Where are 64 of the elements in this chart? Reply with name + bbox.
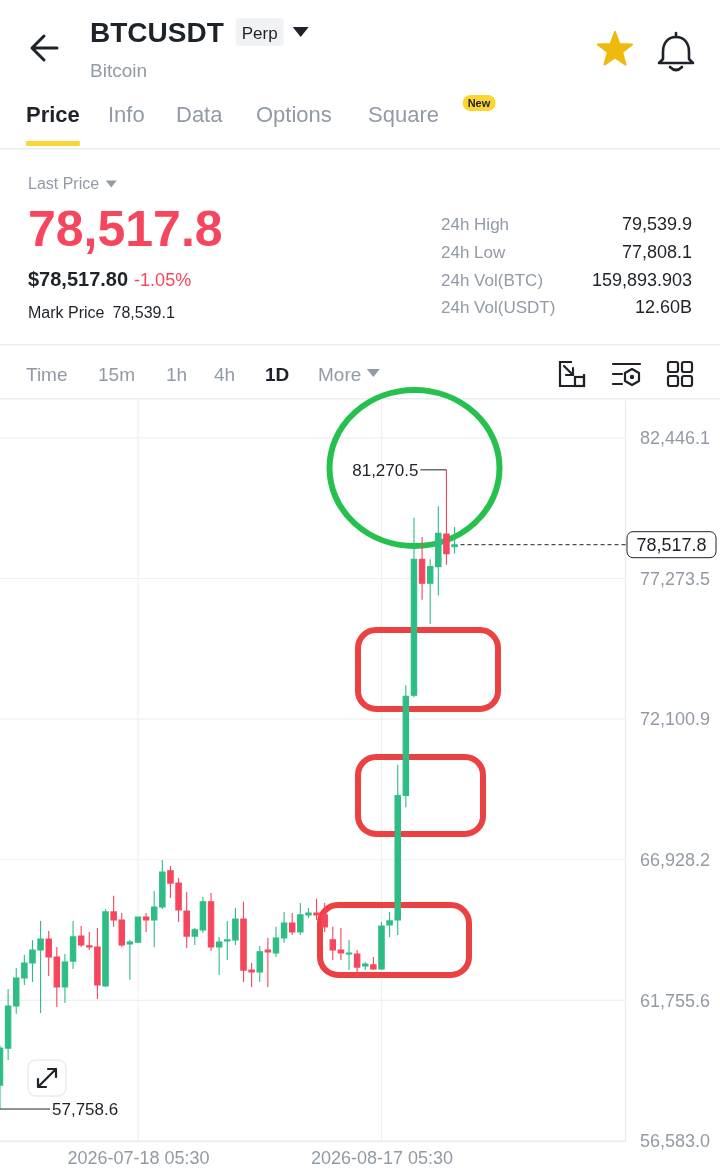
y-tick-label: 56,583.0	[639, 1131, 710, 1152]
text: Info	[108, 102, 145, 127]
candlestick	[362, 961, 369, 971]
text: 79,539.9	[621, 214, 692, 234]
candlestick	[418, 536, 426, 601]
text: Price	[26, 102, 80, 127]
candlestick	[102, 908, 109, 988]
x-tick-label: 2026-07-18 05:30	[67, 1147, 210, 1168]
candlestick	[191, 927, 199, 946]
annotation: 81,270.5	[352, 460, 419, 480]
candlestick	[142, 912, 150, 933]
candlestick	[4, 988, 12, 1061]
annotation: 57,758.6	[52, 1100, 119, 1120]
candlestick	[288, 912, 296, 936]
y-tick-label: 72,100.9	[639, 709, 710, 730]
text: 1h	[166, 364, 188, 385]
candlestick	[69, 920, 77, 970]
candlestick	[370, 956, 377, 971]
text: Last Price	[28, 175, 100, 192]
candlestick	[443, 469, 450, 566]
candlestick	[329, 926, 337, 961]
candlestick	[353, 949, 361, 979]
text: $78,517.80	[28, 268, 129, 290]
ref-line-label: 78,517.8	[636, 534, 707, 555]
y-tick-label: 66,928.2	[639, 850, 710, 871]
text: 24h Low	[441, 243, 506, 262]
candlestick	[207, 892, 215, 952]
text: 159,893.903	[591, 270, 692, 290]
text: 12.60B	[634, 297, 692, 317]
text: New	[467, 97, 491, 109]
text: 4h	[214, 364, 236, 385]
text: Mark Price	[28, 304, 105, 321]
text: Options	[256, 102, 332, 127]
text: Data	[176, 102, 224, 127]
candlestick	[199, 896, 207, 934]
text: 1D	[265, 364, 290, 385]
text: 24h High	[441, 215, 510, 234]
text: Time	[26, 364, 68, 385]
text: 78,539.1	[112, 304, 175, 321]
chart-subtitle: Bitcoin	[90, 60, 148, 81]
y-tick-label: 77,273.5	[639, 568, 710, 589]
text: 24h Vol(BTC)	[441, 271, 544, 290]
text: Square	[368, 102, 439, 127]
candlestick	[345, 939, 353, 971]
chart-title: BTCUSDT	[90, 17, 224, 48]
candlestick	[451, 526, 458, 555]
candlestick	[280, 911, 288, 944]
text: 77,808.1	[621, 242, 692, 262]
text: -1.05%	[134, 270, 192, 290]
text: Perp	[241, 24, 278, 43]
x-tick-label: 2026-08-17 05:30	[310, 1147, 454, 1168]
text: 24h Vol(USDT)	[441, 298, 556, 317]
text: 15m	[98, 364, 135, 385]
candlestick	[264, 937, 272, 988]
candlestick	[61, 953, 69, 1004]
y-tick-label: 82,446.1	[639, 428, 710, 449]
candlestick	[256, 945, 263, 983]
candlestick	[126, 939, 134, 981]
text: 78,517.8	[28, 201, 223, 257]
candlestick	[337, 927, 345, 961]
candlestick	[410, 517, 418, 698]
text: More	[318, 364, 362, 385]
candlestick	[272, 926, 280, 958]
y-tick-label: 61,755.6	[639, 990, 710, 1011]
